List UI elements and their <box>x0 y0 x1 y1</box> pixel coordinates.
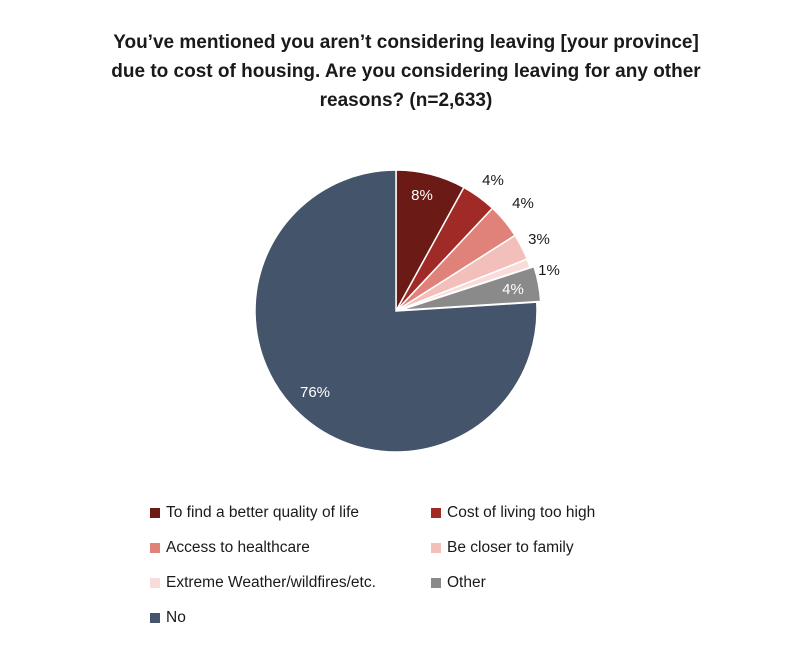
legend-item: No <box>150 609 186 627</box>
pie-slice <box>254 169 538 453</box>
legend-item: To find a better quality of life <box>150 504 359 522</box>
legend-swatch <box>431 543 441 553</box>
data-label: 4% <box>482 172 504 189</box>
legend-swatch <box>431 578 441 588</box>
legend-item: Access to healthcare <box>150 539 310 557</box>
chart-title: You’ve mentioned you aren’t considering … <box>40 28 772 115</box>
chart-title-line: You’ve mentioned you aren’t considering … <box>113 32 699 53</box>
legend-swatch <box>150 578 160 588</box>
legend-swatch <box>150 543 160 553</box>
data-label: 8% <box>411 187 433 204</box>
data-label: 1% <box>538 262 560 279</box>
legend-swatch <box>431 508 441 518</box>
legend-item: Be closer to family <box>431 539 574 557</box>
leader-line <box>529 278 537 284</box>
legend-label: No <box>166 609 186 626</box>
legend-label: Other <box>447 574 486 591</box>
legend-label: Extreme Weather/wildfires/etc. <box>166 574 376 591</box>
legend-item: Cost of living too high <box>431 504 595 522</box>
pie-slice <box>399 265 542 311</box>
data-label: 3% <box>528 231 550 248</box>
legend-swatch <box>150 508 160 518</box>
legend-label: Cost of living too high <box>447 504 596 521</box>
legend-label: To find a better quality of life <box>166 504 360 521</box>
legend-swatch <box>150 613 160 623</box>
data-label: 4% <box>502 281 524 298</box>
chart-title-line: reasons? (n=2,633) <box>319 90 493 111</box>
legend-item: Extreme Weather/wildfires/etc. <box>150 574 376 592</box>
chart-title-line: due to cost of housing. Are you consider… <box>111 61 701 82</box>
legend-label: Access to healthcare <box>166 539 310 556</box>
legend-item: Other <box>431 574 486 592</box>
data-label: 76% <box>300 384 330 401</box>
legend-label: Be closer to family <box>447 539 574 556</box>
data-label: 4% <box>512 195 534 212</box>
